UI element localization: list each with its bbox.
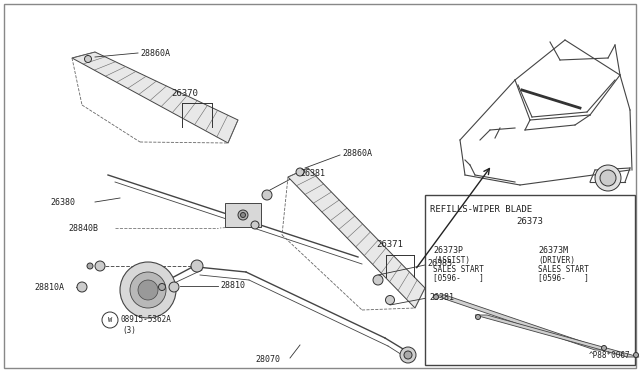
Circle shape [87, 263, 93, 269]
Circle shape [296, 168, 304, 176]
Text: 26381: 26381 [429, 292, 454, 301]
Text: 28810: 28810 [220, 282, 245, 291]
Circle shape [433, 295, 438, 299]
Circle shape [138, 280, 158, 300]
Text: 26373M: 26373M [538, 246, 568, 254]
Circle shape [84, 55, 92, 62]
Text: 28070: 28070 [255, 356, 280, 365]
Text: 26380: 26380 [50, 198, 75, 206]
Bar [425, 195, 635, 365]
Circle shape [238, 210, 248, 220]
Circle shape [595, 165, 621, 191]
Circle shape [191, 260, 203, 272]
Text: (ASSIST): (ASSIST) [433, 256, 470, 264]
Circle shape [404, 351, 412, 359]
Circle shape [373, 275, 383, 285]
Text: (3): (3) [122, 326, 136, 334]
Text: W: W [108, 317, 112, 323]
Polygon shape [475, 315, 639, 357]
Text: 28810A: 28810A [34, 282, 64, 292]
Text: (DRIVER): (DRIVER) [538, 256, 575, 264]
Circle shape [120, 262, 176, 318]
Circle shape [102, 312, 118, 328]
Text: 26373: 26373 [516, 217, 543, 226]
Circle shape [159, 283, 166, 291]
Text: 08915-5362A: 08915-5362A [120, 315, 171, 324]
Text: 28840B: 28840B [68, 224, 98, 232]
Circle shape [602, 346, 607, 350]
Polygon shape [433, 295, 607, 350]
Circle shape [95, 261, 105, 271]
Circle shape [262, 190, 272, 200]
Circle shape [476, 314, 481, 320]
Circle shape [130, 272, 166, 308]
Text: [0596-    ]: [0596- ] [538, 273, 589, 282]
Bar [225, 203, 261, 227]
Circle shape [385, 295, 394, 305]
Circle shape [400, 347, 416, 363]
Circle shape [169, 282, 179, 292]
Polygon shape [288, 168, 425, 308]
Text: SALES START: SALES START [538, 264, 589, 273]
Text: 26370: 26370 [172, 89, 198, 97]
Text: 26373P: 26373P [433, 246, 463, 254]
Text: [0596-    ]: [0596- ] [433, 273, 484, 282]
Text: REFILLS-WIPER BLADE: REFILLS-WIPER BLADE [430, 205, 532, 214]
Circle shape [600, 170, 616, 186]
Circle shape [251, 221, 259, 229]
Text: 28860A: 28860A [140, 48, 170, 58]
Text: 26371: 26371 [376, 240, 403, 248]
Text: 28860A: 28860A [342, 148, 372, 157]
Text: SALES START: SALES START [433, 264, 484, 273]
Circle shape [77, 282, 87, 292]
Text: 26385: 26385 [427, 259, 452, 267]
Text: 26381: 26381 [300, 169, 325, 177]
Text: ^P88*0067: ^P88*0067 [588, 351, 630, 360]
Polygon shape [72, 52, 238, 143]
Circle shape [241, 212, 246, 218]
Circle shape [634, 353, 639, 357]
